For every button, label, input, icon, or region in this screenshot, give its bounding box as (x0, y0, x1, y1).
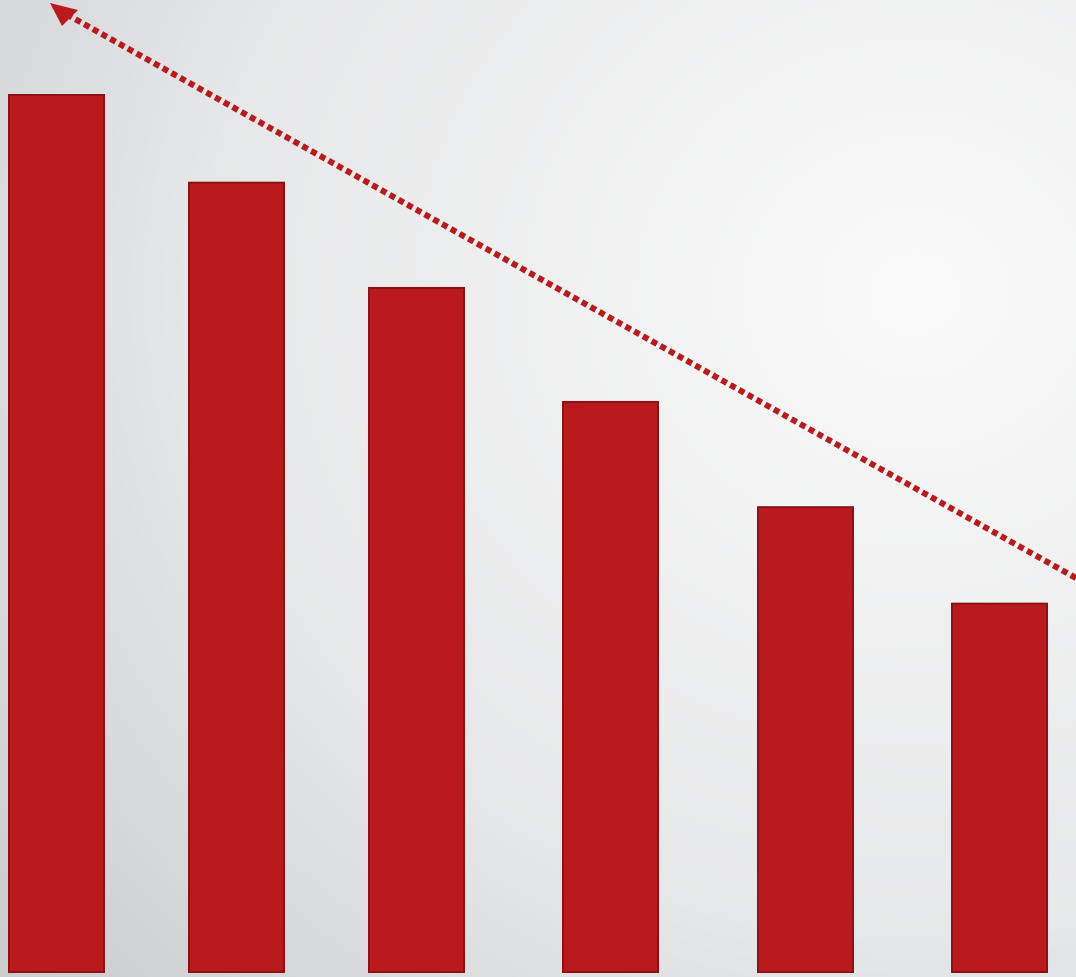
trend-arrow-head (50, 3, 78, 26)
bar (562, 400, 659, 973)
bar (757, 506, 854, 973)
trend-arrow-line (64, 11, 1076, 581)
bars (8, 94, 1048, 973)
bar (188, 181, 285, 973)
bar (8, 94, 105, 973)
bar (368, 286, 465, 973)
bar (951, 602, 1048, 973)
